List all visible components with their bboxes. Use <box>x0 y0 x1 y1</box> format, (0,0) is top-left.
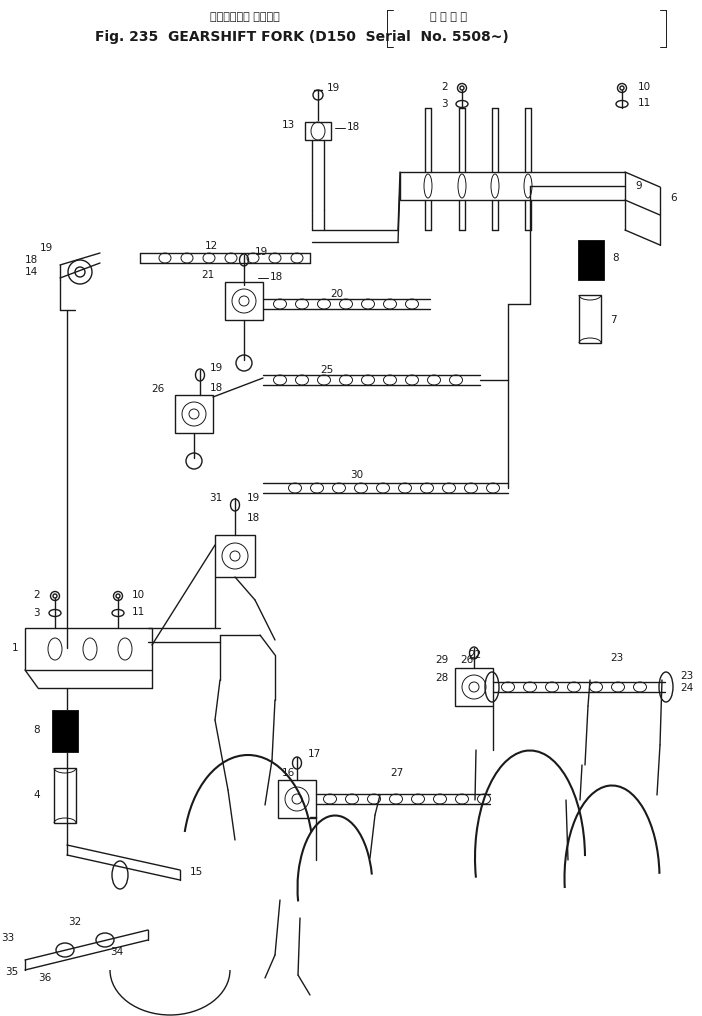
Text: 33: 33 <box>1 933 14 943</box>
Text: 3: 3 <box>442 99 448 109</box>
Text: 25: 25 <box>320 365 333 375</box>
Text: 7: 7 <box>610 315 616 325</box>
Text: 18: 18 <box>25 255 38 265</box>
Text: 18: 18 <box>270 272 283 282</box>
Bar <box>578 240 604 280</box>
Text: 35: 35 <box>5 967 18 977</box>
Text: 14: 14 <box>25 267 38 277</box>
Text: Fig. 235  GEARSHIFT FORK (D150  Serial  No. 5508~): Fig. 235 GEARSHIFT FORK (D150 Serial No.… <box>95 30 509 44</box>
Bar <box>305 122 331 140</box>
Text: 9: 9 <box>635 181 642 191</box>
Text: 23: 23 <box>680 671 694 681</box>
Text: 2: 2 <box>34 590 40 600</box>
Text: 31: 31 <box>208 493 222 503</box>
Text: 10: 10 <box>132 590 145 600</box>
Text: ギヤーシフト フォーク: ギヤーシフト フォーク <box>210 12 280 22</box>
Text: 36: 36 <box>38 973 51 983</box>
Text: 27: 27 <box>390 768 403 778</box>
Text: 19: 19 <box>255 247 268 257</box>
Text: 16: 16 <box>282 768 296 778</box>
Bar <box>579 295 601 343</box>
Text: 30: 30 <box>350 470 363 480</box>
Text: 1: 1 <box>11 643 18 653</box>
Bar <box>225 282 263 320</box>
Text: 11: 11 <box>638 98 651 108</box>
Text: 23: 23 <box>610 653 623 663</box>
Text: 11: 11 <box>132 607 145 617</box>
Text: 26: 26 <box>152 384 165 394</box>
Text: 10: 10 <box>638 82 651 92</box>
Text: 18: 18 <box>347 122 360 132</box>
Bar <box>25 628 152 670</box>
Bar <box>455 668 493 706</box>
Text: 18: 18 <box>210 383 223 393</box>
Text: 8: 8 <box>612 253 618 263</box>
Text: 26: 26 <box>460 655 473 665</box>
Bar <box>54 768 76 823</box>
Bar <box>175 395 213 433</box>
Text: 20: 20 <box>330 289 343 299</box>
Text: 3: 3 <box>34 608 40 618</box>
Text: 2: 2 <box>442 82 448 92</box>
Text: 19: 19 <box>210 363 223 373</box>
Text: 34: 34 <box>110 947 124 957</box>
Text: 18: 18 <box>247 513 260 523</box>
Text: 6: 6 <box>670 193 677 203</box>
Text: 19: 19 <box>247 493 260 503</box>
Text: 29: 29 <box>435 655 448 665</box>
Text: 4: 4 <box>34 790 40 800</box>
Text: 28: 28 <box>435 673 448 683</box>
Text: 17: 17 <box>308 749 322 759</box>
Text: 22: 22 <box>468 650 482 660</box>
Bar <box>278 780 316 818</box>
Text: 13: 13 <box>282 120 295 130</box>
Text: 適 用 号 機: 適 用 号 機 <box>430 12 467 22</box>
Text: 12: 12 <box>205 241 218 251</box>
Text: 19: 19 <box>327 83 340 93</box>
Text: 19: 19 <box>40 243 53 253</box>
Text: 21: 21 <box>201 270 215 280</box>
Bar <box>52 710 78 752</box>
Bar <box>215 535 255 577</box>
Bar <box>400 172 625 200</box>
Text: 15: 15 <box>190 867 204 877</box>
Text: 8: 8 <box>34 725 40 735</box>
Text: 32: 32 <box>68 917 81 927</box>
Text: 24: 24 <box>680 683 694 693</box>
